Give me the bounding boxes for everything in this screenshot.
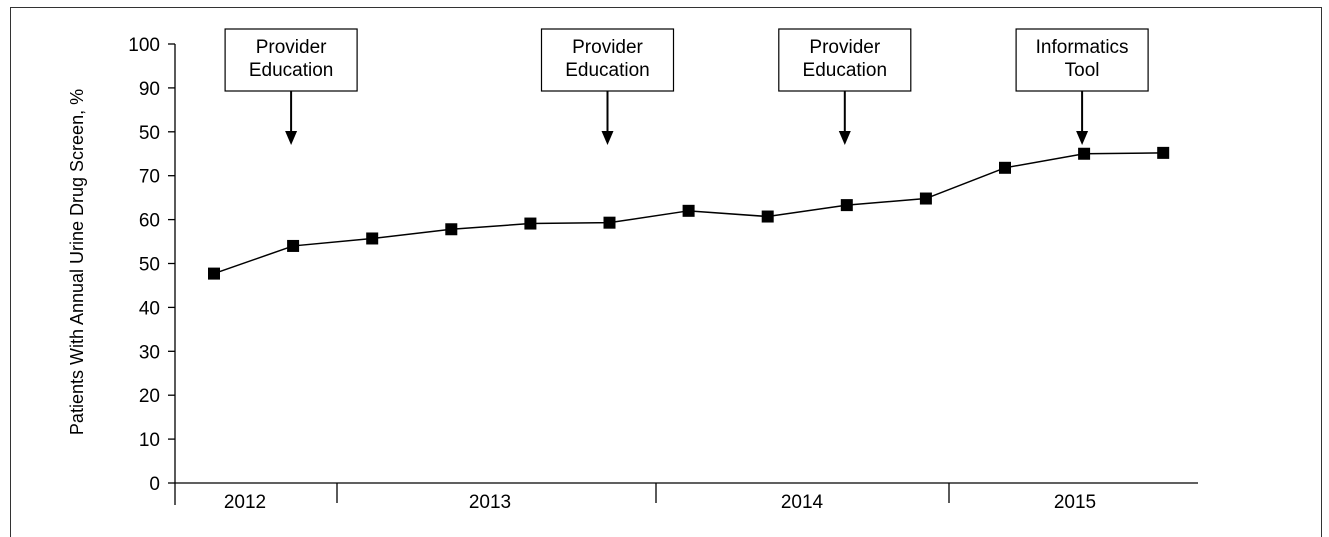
annotation-arrow-head [285,131,298,145]
x-year-label: 2014 [781,492,824,513]
x-year-label: 2015 [1054,492,1096,513]
annotation-label: Provider [572,37,643,58]
annotation-box [540,28,675,92]
data-point [1157,146,1170,159]
y-tick-label: 100 [128,35,160,56]
x-year-label: 2013 [469,492,511,513]
y-tick-label: 50 [139,255,160,276]
annotation-arrow-head [838,131,851,145]
annotation-label: Provider [256,37,327,58]
y-tick-label: 30 [139,342,160,363]
annotation-arrow-head [1076,131,1089,145]
y-tick-label: 10 [139,430,160,451]
chart-frame [10,7,1322,537]
y-axis: 0 10 20 30 40 50 60 70 50 90 100 [128,35,176,495]
y-tick-label: 60 [139,211,160,232]
annotation-box [1015,28,1149,92]
x-year-label: 2012 [224,492,266,513]
annotations: ProviderEducationProviderEducationProvid… [224,28,1149,145]
y-tick-label: 90 [139,79,160,100]
annotation-label: Education [249,60,334,81]
annotation-label: Education [565,60,650,81]
y-tick-label: 70 [139,167,160,188]
annotation-label: Education [803,60,888,81]
data-point [1078,147,1091,160]
data-point [761,210,774,223]
annotation-box [778,28,912,92]
data-point [999,161,1011,174]
y-tick-label: 50 [139,123,160,144]
annotation-label: Tool [1065,60,1100,81]
data-point [445,223,458,236]
annotation-label: Provider [809,37,880,58]
data-point [366,232,379,245]
data-point [919,192,932,205]
data-point [840,199,853,212]
annotation-label: Informatics [1036,37,1129,58]
data-point [287,239,300,252]
data-point [524,217,537,230]
y-tick-label: 40 [139,298,160,319]
y-tick-label: 0 [149,474,160,495]
data-point [208,267,220,280]
data-point [603,216,616,229]
y-tick-label: 20 [139,386,160,407]
x-axis: 2012 2013 2014 2015 [174,482,1198,513]
y-axis-title: Patients With Annual Urine Drug Screen, … [67,89,87,435]
series-line [208,146,1170,280]
data-point [682,204,695,217]
annotation-arrow-head [601,131,614,145]
